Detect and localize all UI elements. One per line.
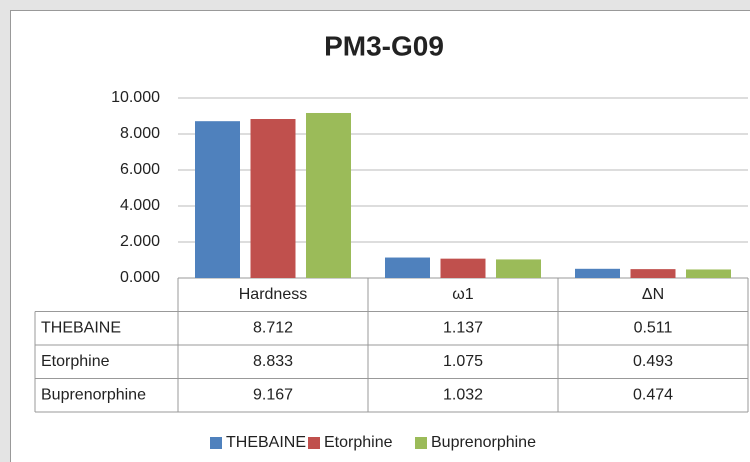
bar — [575, 268, 620, 278]
table-value: 0.493 — [633, 353, 673, 370]
bar — [686, 269, 731, 278]
y-tick-label: 10.000 — [111, 89, 160, 106]
category-label: Hardness — [239, 286, 307, 303]
table-value: 1.075 — [443, 353, 483, 370]
bar — [440, 258, 486, 278]
table-value: 1.032 — [443, 386, 483, 403]
table-value: 9.167 — [253, 386, 293, 403]
chart-area — [10, 10, 750, 462]
bar — [195, 121, 240, 279]
y-tick-label: 8.000 — [120, 125, 160, 142]
bar — [250, 119, 296, 278]
category-label: ω1 — [452, 286, 473, 303]
legend-swatch — [415, 437, 427, 449]
y-tick-label: 4.000 — [120, 197, 160, 214]
category-label: ΔN — [642, 286, 664, 303]
y-tick-label: 0.000 — [120, 269, 160, 286]
legend-label: THEBAINE — [226, 434, 306, 451]
row-header: Etorphine — [41, 353, 110, 370]
table-value: 0.474 — [633, 386, 673, 403]
y-tick-label: 6.000 — [120, 161, 160, 178]
row-header: THEBAINE — [41, 319, 121, 336]
chart-title: PM3-G09 — [324, 30, 444, 61]
bar — [385, 257, 430, 278]
legend-swatch — [308, 437, 320, 449]
bar — [306, 112, 351, 278]
bar — [630, 269, 676, 278]
legend-label: Buprenorphine — [431, 434, 536, 451]
row-header: Buprenorphine — [41, 386, 146, 403]
legend-swatch — [210, 437, 222, 449]
y-tick-label: 2.000 — [120, 233, 160, 250]
table-value: 0.511 — [634, 319, 673, 336]
table-value: 1.137 — [443, 319, 483, 336]
bar — [496, 259, 541, 278]
legend-label: Etorphine — [324, 434, 393, 451]
table-value: 8.712 — [253, 319, 293, 336]
table-value: 8.833 — [253, 353, 293, 370]
